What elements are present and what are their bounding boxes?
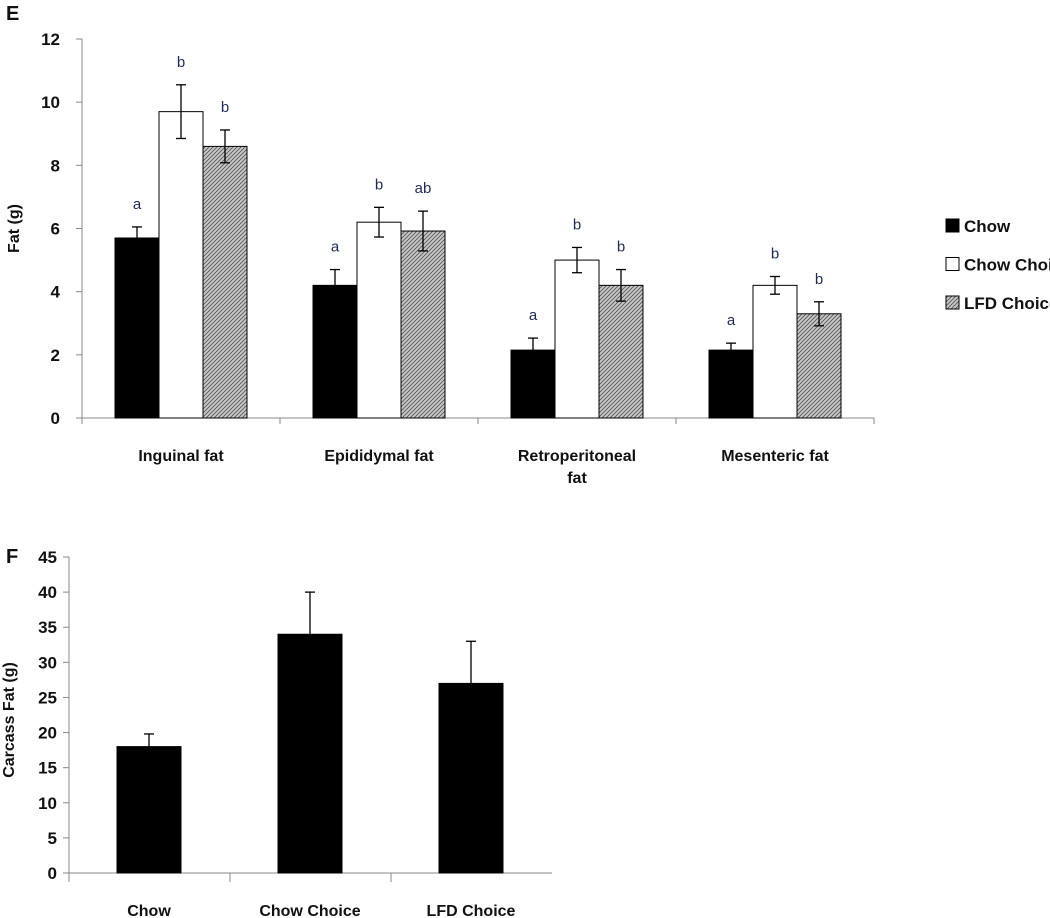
legend-label: Chow Choice: [964, 256, 1050, 275]
y-tick-label: 10: [41, 93, 60, 112]
y-tick-label: 20: [38, 724, 57, 743]
x-tick-label-line: Mesenteric fat: [721, 448, 829, 465]
y-tick-label: 0: [51, 409, 60, 428]
significance-label: b: [771, 246, 779, 263]
x-tick-label-line: Epididymal fat: [324, 448, 434, 465]
bar-chow-choice: [356, 221, 402, 419]
x-tick-label-line: Inguinal fat: [138, 448, 224, 465]
bar: [116, 746, 182, 874]
y-tick-label: 25: [38, 688, 57, 707]
x-tick-label: Retroperitoneal fat: [518, 448, 636, 487]
x-tick-label: LFD Choice: [427, 903, 516, 918]
bar-lfd-choice: [796, 313, 842, 419]
significance-label: b: [221, 99, 229, 116]
legend-swatch: [945, 295, 960, 310]
y-tick-label: 0: [48, 864, 57, 883]
bar-chow-choice: [158, 111, 204, 419]
y-tick-label: 6: [51, 220, 60, 239]
x-tick-label-line: fat: [567, 470, 587, 487]
bar: [277, 633, 343, 874]
significance-label: a: [133, 196, 142, 213]
significance-label: b: [573, 216, 581, 233]
y-tick-label: 5: [48, 829, 57, 848]
y-axis-label: Carcass Fat (g): [1, 662, 18, 778]
panel-label: F: [6, 546, 18, 568]
significance-label: a: [331, 239, 340, 256]
significance-label: b: [617, 239, 625, 256]
legend-label: Chow: [964, 217, 1011, 236]
y-tick-label: 12: [41, 30, 60, 49]
y-tick-label: 10: [38, 794, 57, 813]
x-tick-label: Epididymal fat: [324, 448, 434, 465]
significance-label: b: [177, 54, 185, 71]
significance-label: a: [529, 307, 538, 324]
y-tick-label: 30: [38, 653, 57, 672]
y-axis-label: Fat (g): [6, 204, 23, 253]
bar-lfd-choice: [400, 230, 446, 419]
bar-lfd-choice: [598, 284, 644, 419]
x-tick-label: Inguinal fat: [138, 448, 224, 465]
y-tick-label: 45: [38, 548, 57, 567]
y-tick-label: 40: [38, 583, 57, 602]
x-tick-label-line: Retroperitoneal: [518, 448, 636, 465]
panel-label: E: [6, 3, 19, 25]
x-tick-label: Mesenteric fat: [721, 448, 829, 465]
significance-label: a: [727, 312, 736, 329]
bar: [438, 682, 504, 874]
y-tick-label: 4: [51, 283, 61, 302]
legend-swatch: [945, 218, 960, 233]
significance-label: b: [815, 271, 823, 288]
y-tick-label: 2: [51, 346, 60, 365]
y-tick-label: 8: [51, 156, 60, 175]
y-tick-label: 35: [38, 618, 57, 637]
bar-chow: [114, 237, 160, 419]
y-tick-label: 15: [38, 759, 57, 778]
legend-swatch: [945, 257, 960, 271]
x-tick-label: Chow: [127, 903, 171, 918]
chart-f: F 0 5 10 15 20 25 30 35 40 45 Carcass Fat (g) Chow Ch…: [1, 546, 552, 918]
bar-chow-choice: [752, 284, 798, 419]
bar-lfd-choice: [202, 145, 248, 419]
legend-label: LFD Choice: [964, 294, 1050, 313]
significance-label: b: [375, 176, 383, 193]
significance-label: ab: [415, 180, 432, 197]
bar-chow: [708, 349, 754, 419]
x-tick-label: Chow Choice: [259, 903, 360, 918]
bar-chow: [312, 284, 358, 419]
bar-chow-choice: [554, 259, 600, 419]
